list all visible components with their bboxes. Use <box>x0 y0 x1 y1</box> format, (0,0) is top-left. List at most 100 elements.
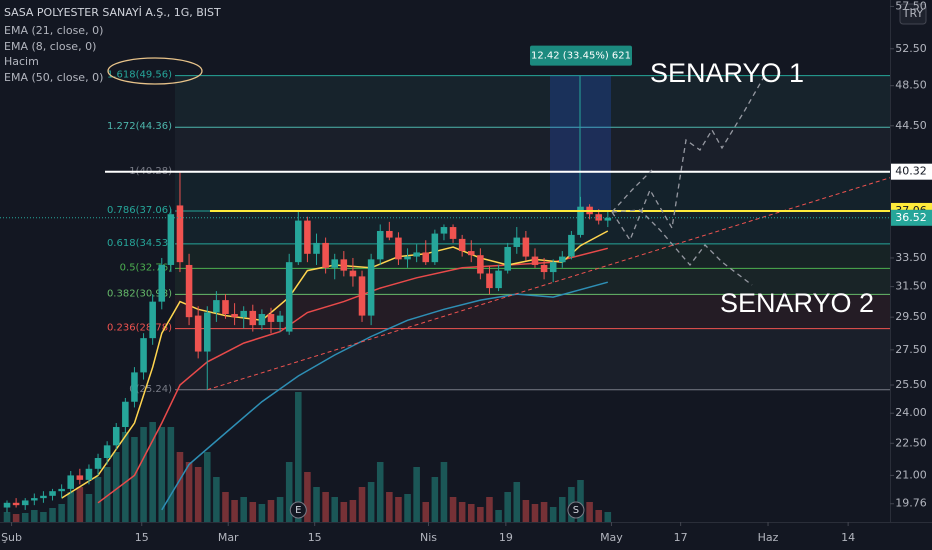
event-label: E <box>295 505 301 516</box>
y-tick-label: 44.50 <box>895 119 927 132</box>
candle-body <box>149 301 156 339</box>
candle-body <box>40 495 47 499</box>
candle-body <box>304 220 311 254</box>
candle-body <box>67 475 75 489</box>
volume-bar <box>31 510 38 522</box>
volume-bar <box>12 514 20 522</box>
fib-label: 0.382(30.98) <box>107 288 172 299</box>
volume-bar <box>431 477 439 522</box>
volume-bar <box>112 452 120 522</box>
candle-body <box>240 310 247 318</box>
volume-bar <box>185 462 193 522</box>
candle-body <box>58 488 65 492</box>
volume-bar <box>58 504 65 522</box>
candle-body <box>322 242 329 268</box>
volume-bar <box>21 513 29 522</box>
y-tick-label: 52.50 <box>895 42 927 55</box>
candle-body <box>140 338 147 373</box>
event-marker <box>567 501 585 519</box>
candle-body <box>285 262 293 332</box>
volume-bar <box>522 500 530 522</box>
volume-bar <box>67 492 75 522</box>
volume-bar <box>404 494 411 522</box>
candle-body <box>158 264 166 302</box>
candle-body <box>376 230 384 260</box>
volume-bar <box>367 482 375 522</box>
x-tick-label: 15 <box>308 531 322 544</box>
candle-body <box>194 315 202 352</box>
candle-body <box>21 500 29 506</box>
event-marker <box>289 501 307 519</box>
volume-bar <box>422 502 430 522</box>
fib-zone <box>175 294 890 329</box>
y-tick-label: 25.50 <box>895 378 927 391</box>
price-tag <box>891 163 932 180</box>
currency-button[interactable] <box>899 3 927 25</box>
candle-body <box>395 237 402 260</box>
x-tick-label: 14 <box>841 531 855 544</box>
trend-line <box>207 177 891 391</box>
fib-label: 0.5(32.76) <box>120 262 172 273</box>
measure: 12.42 (33.45%) 621 <box>530 45 632 211</box>
layers: 1.618(49.56)1.272(44.36)1(40.28)0.786(37… <box>0 45 932 522</box>
volume-bar <box>131 437 138 522</box>
volume-bar <box>540 502 548 522</box>
candle-body <box>495 270 502 289</box>
volume-bar <box>559 497 566 522</box>
candle-body <box>176 205 184 263</box>
candle-body <box>112 427 120 446</box>
volume-bar <box>595 510 602 522</box>
volume-bar <box>94 477 102 522</box>
candle-body <box>604 217 612 221</box>
scenario-1: SENARYO 1 <box>650 58 804 88</box>
volume-bar <box>140 427 147 522</box>
candle-body <box>513 237 521 247</box>
candle-body <box>94 457 102 469</box>
legend-ema21: EMA (21, close, 0) <box>4 24 103 37</box>
volume-bar <box>376 462 384 522</box>
candle-body <box>413 252 420 257</box>
volume-bar <box>586 502 593 522</box>
candle-body <box>340 259 348 271</box>
volume-bar <box>276 497 284 522</box>
candle-body <box>122 401 129 428</box>
candle-body <box>103 445 111 458</box>
candle-body <box>540 264 548 273</box>
volume-bar <box>331 497 338 522</box>
volume-bar <box>349 500 357 522</box>
candle-body <box>167 214 175 265</box>
candle-body <box>203 312 211 352</box>
ema-line <box>61 230 609 499</box>
volume-bar <box>531 504 539 522</box>
x-tick-label: 19 <box>499 531 513 544</box>
y-tick-label: 57.50 <box>895 0 927 12</box>
volume-bar <box>395 497 402 522</box>
candle-body <box>131 372 138 402</box>
price-lines: 40.3237.0636.52 <box>0 163 932 226</box>
event-label: S <box>573 505 579 516</box>
volume-bar <box>249 502 257 522</box>
fib-label: 0.618(34.53) <box>107 238 172 249</box>
volume-bar <box>49 508 56 522</box>
ema-line <box>97 247 608 504</box>
legend-ema8: EMA (8, close, 0) <box>4 40 96 53</box>
candle-body <box>458 238 466 252</box>
legend-ema50: EMA (50, close, 0) <box>4 71 103 84</box>
scenario-2: SENARYO 2 <box>720 288 874 318</box>
volume-bar <box>413 467 420 522</box>
candle-body <box>313 242 320 254</box>
volume-bar <box>440 462 448 522</box>
candle-body <box>85 468 93 480</box>
x-tick-label: Mar <box>218 531 239 544</box>
candle-body <box>331 259 338 268</box>
y-tick-label: 33.50 <box>895 251 927 264</box>
candle-body <box>49 491 56 496</box>
candle-body <box>367 259 375 316</box>
y-tick-label: 19.76 <box>895 497 927 510</box>
highlight-ellipse <box>107 57 203 85</box>
fib-zone <box>175 127 890 173</box>
volume-bar <box>304 472 311 522</box>
candle-body <box>449 227 457 239</box>
volume-bar <box>604 512 612 522</box>
